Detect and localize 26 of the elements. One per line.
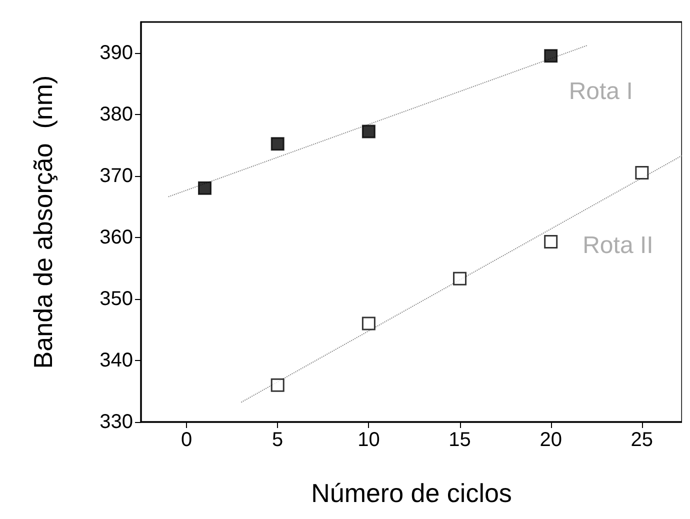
point xyxy=(270,137,284,151)
x-tick-label: 20 xyxy=(540,429,562,451)
point xyxy=(453,272,467,286)
point xyxy=(270,378,284,392)
y-tick-label: 390 xyxy=(100,42,133,64)
point xyxy=(544,234,558,248)
x-tick-label: 10 xyxy=(358,429,380,451)
point xyxy=(362,316,376,330)
x-tick-label: 0 xyxy=(180,429,192,451)
x-tick-label: 25 xyxy=(630,429,654,451)
x-tick-label: 15 xyxy=(448,429,471,451)
point xyxy=(544,49,558,63)
point xyxy=(362,124,376,138)
y-tick-label: 370 xyxy=(100,164,133,187)
x-axis-title: Número de ciclos xyxy=(311,478,512,508)
series-label: Rota I xyxy=(568,78,633,106)
y-tick-label: 360 xyxy=(100,226,133,248)
point xyxy=(635,166,649,180)
point xyxy=(198,181,212,195)
y-axis-title: Banda de absorção (nm) xyxy=(28,75,58,369)
x-tick-label: 5 xyxy=(272,429,284,451)
y-tick-label: 380 xyxy=(100,103,133,126)
series-label: Rota II xyxy=(582,232,654,260)
y-tick-label: 340 xyxy=(100,349,133,372)
y-tick-label: 330 xyxy=(100,411,133,433)
y-tick-label: 350 xyxy=(100,288,133,310)
